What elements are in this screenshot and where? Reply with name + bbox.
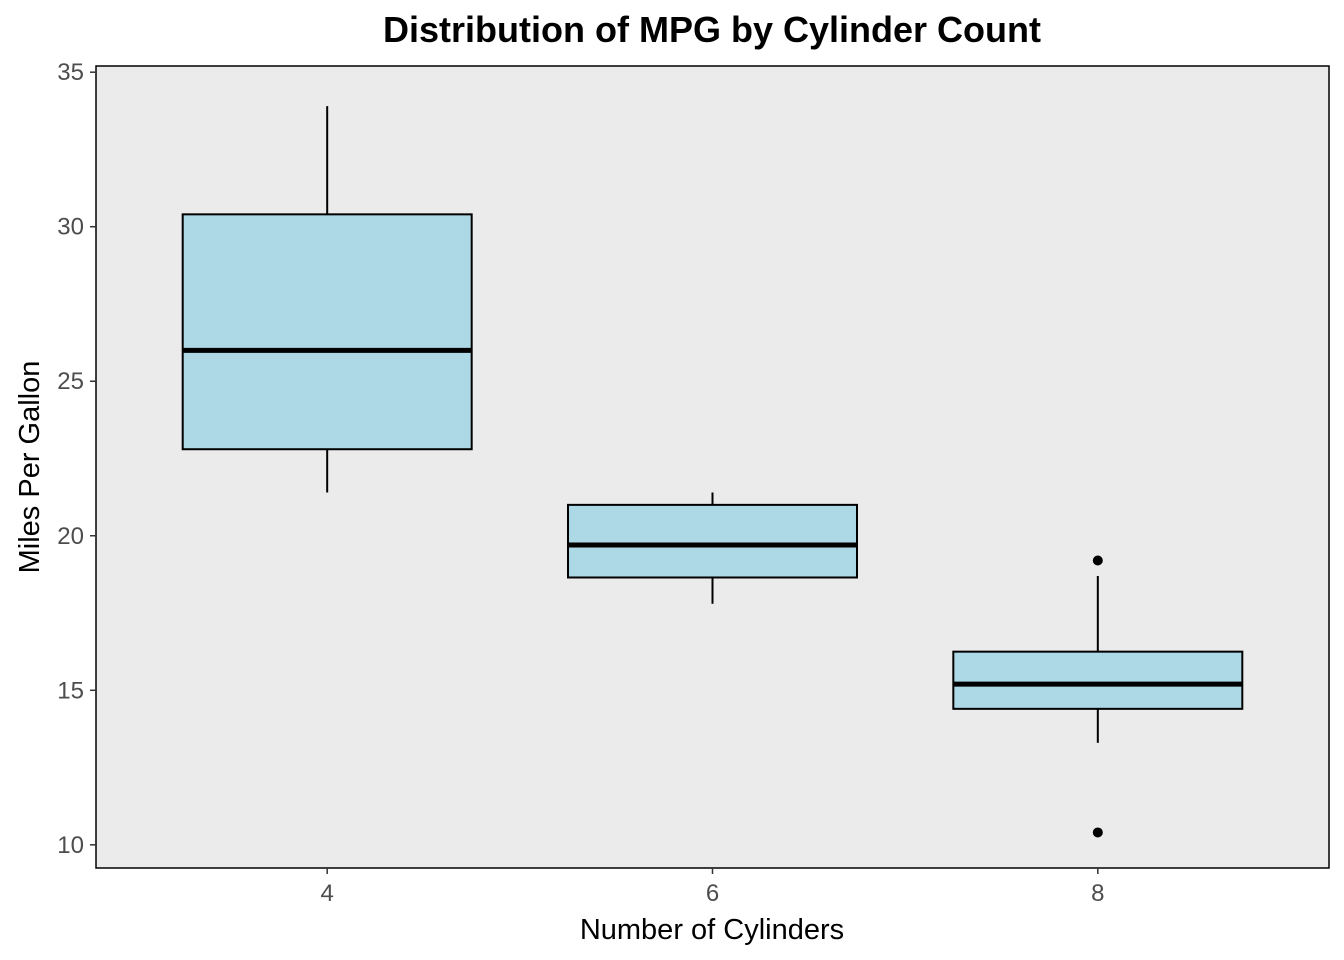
y-tick-label: 20: [57, 523, 84, 550]
iqr-box: [952, 650, 1244, 710]
outlier-point: [1092, 555, 1103, 566]
iqr-box: [181, 213, 473, 451]
box-series: [181, 106, 1244, 838]
box-group-6: [567, 492, 858, 604]
x-axis: 4 6 8: [321, 868, 1104, 907]
x-axis-title: Number of Cylinders: [580, 914, 844, 946]
y-axis: 10 15 20 25 30 35: [57, 59, 96, 859]
y-tick-label: 30: [57, 214, 84, 241]
y-tick-label: 25: [57, 368, 84, 395]
y-axis-title: Miles Per Gallon: [14, 361, 46, 574]
iqr-box: [567, 503, 858, 579]
y-tick-label: 10: [57, 832, 84, 859]
box-group-8: [952, 555, 1244, 838]
x-tick-label: 4: [321, 880, 334, 907]
outlier-point: [1092, 827, 1103, 838]
x-tick-label: 6: [706, 880, 719, 907]
y-tick-label: 15: [57, 677, 84, 704]
chart-title: Distribution of MPG by Cylinder Count: [383, 9, 1041, 50]
x-tick-label: 8: [1091, 880, 1104, 907]
box-group-4: [181, 106, 473, 493]
plot-panel: [95, 65, 1330, 869]
y-tick-label: 35: [57, 59, 84, 86]
